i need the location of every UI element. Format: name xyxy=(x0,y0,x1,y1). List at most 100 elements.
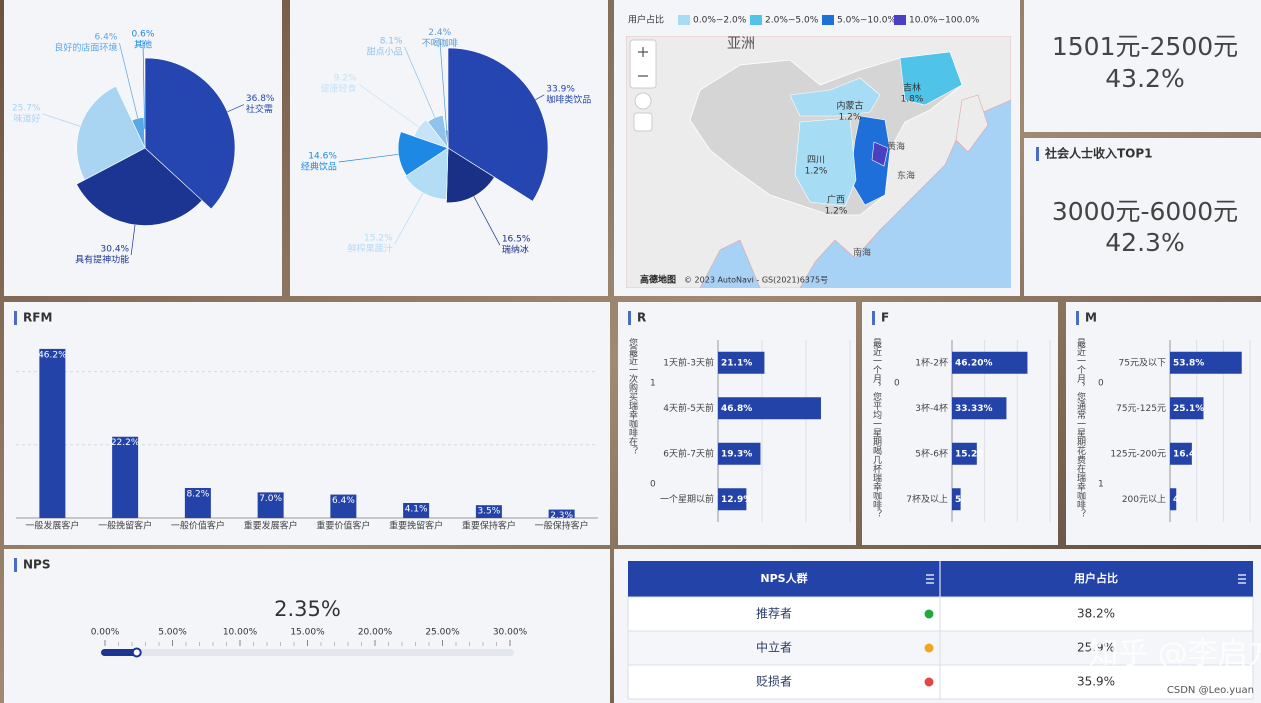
region-name: 四川 xyxy=(807,156,825,166)
bar-value-label: 25.1% xyxy=(1173,404,1204,414)
slice-value-label: 16.5% xyxy=(502,235,531,245)
bar xyxy=(1170,397,1204,420)
slice-value-label: 9.2% xyxy=(334,73,357,83)
title-marker xyxy=(1076,311,1079,325)
status-icon xyxy=(924,677,934,687)
leader-line xyxy=(119,42,139,119)
x-tick-label: 重要保持客户 xyxy=(462,520,516,532)
panel xyxy=(4,302,610,545)
map-label: 南海 xyxy=(853,247,871,259)
x-tick-label: 一般保持客户 xyxy=(535,520,589,532)
bar xyxy=(184,487,211,518)
slice-label: 社交需 xyxy=(246,103,273,115)
leader-line xyxy=(142,40,145,129)
y-tick-label: 1天前-3天前 xyxy=(663,356,714,368)
legend-label: 0.0%~2.0% xyxy=(693,16,747,26)
leader-line xyxy=(439,38,447,130)
bar-value-label: 4 xyxy=(1173,495,1179,505)
region-value: 1.8% xyxy=(901,95,924,105)
slice-label: 味道好 xyxy=(14,112,41,124)
y-tick-label: 3杯-4杯 xyxy=(915,402,948,414)
map-attribution: © 2023 AutoNavi - GS(2021)6375号 xyxy=(684,276,828,285)
bar-value-label: 22.2% xyxy=(111,438,140,448)
y-tick-label: 75元-125元 xyxy=(1116,404,1166,414)
bar-value-label: 7.0% xyxy=(259,494,282,504)
y-tick-label: 7杯及以上 xyxy=(906,493,948,505)
province xyxy=(899,51,963,106)
y-tick-label: 6天前-7天前 xyxy=(663,447,714,459)
x-tick-label: 一般发展客户 xyxy=(25,520,79,532)
pan-tool[interactable] xyxy=(633,112,653,132)
region-name: 广西 xyxy=(827,194,845,206)
panel xyxy=(1024,138,1261,296)
title-marker xyxy=(14,311,17,325)
slice-label: 经典饮品 xyxy=(301,160,337,172)
bar xyxy=(257,492,284,518)
table-cell: 贬损者 xyxy=(756,675,792,689)
slice-label: 不喝咖啡 xyxy=(422,37,458,49)
slice-value-label: 2.4% xyxy=(428,28,451,38)
panel-title: NPS xyxy=(23,558,50,572)
leader-line xyxy=(130,224,136,256)
table-cell: 35.9% xyxy=(1077,675,1115,689)
bar-value-label: 4.1% xyxy=(405,504,428,514)
title-marker xyxy=(14,558,17,572)
bar xyxy=(718,351,765,374)
slice-value-label: 0.6% xyxy=(132,30,155,40)
slice-value-label: 8.1% xyxy=(380,36,403,46)
compass[interactable] xyxy=(634,92,652,110)
x-tick-label: 15.00% xyxy=(290,628,325,638)
bar xyxy=(548,509,575,518)
leader-line xyxy=(227,104,245,113)
y-tick-label: 5杯-6杯 xyxy=(915,447,948,459)
title-marker xyxy=(1036,147,1039,161)
bar-value-label: 5. xyxy=(955,495,965,505)
x-tick-label: 5.00% xyxy=(158,628,187,638)
pie-slice xyxy=(76,147,203,226)
region-value: 1.2% xyxy=(805,167,828,177)
x-tick-label: 一般挽留客户 xyxy=(98,520,152,532)
axis-side-label: 0 xyxy=(650,480,656,490)
panel-title: 社会人士收入TOP1 xyxy=(1044,146,1153,161)
sort-icon xyxy=(926,574,934,584)
kpi-share: 43.2% xyxy=(1105,64,1184,93)
zoom-icons xyxy=(638,47,648,77)
pie-slice xyxy=(447,47,549,202)
axis-side-label: 0 xyxy=(1098,379,1104,389)
bar-value-label: 19.3% xyxy=(721,449,752,459)
legend-swatch xyxy=(750,15,762,25)
map-label: 黄海 xyxy=(887,141,905,153)
bar xyxy=(112,436,139,518)
axis-side-label: 0 xyxy=(894,379,900,389)
gauge-fill xyxy=(101,649,137,656)
slice-value-label: 36.8% xyxy=(246,94,275,104)
pie-slice xyxy=(131,117,146,149)
status-icon xyxy=(924,609,934,619)
x-tick-label: 0.00% xyxy=(91,628,120,638)
x-tick-label: 重要价值客户 xyxy=(316,520,370,532)
sort-icon xyxy=(1238,574,1246,584)
bar-value-label: 21.1% xyxy=(721,358,752,368)
bar xyxy=(1170,488,1177,511)
legend-label: 5.0%~10.0% xyxy=(837,16,896,26)
slice-label: 健康轻食 xyxy=(321,82,357,94)
kpi-share: 42.3% xyxy=(1105,228,1184,257)
panel-title: M xyxy=(1085,311,1097,325)
x-tick-label: 25.00% xyxy=(425,628,460,638)
y-axis-title: 最近一个月，您通常一星期花费在瑞幸咖啡？ xyxy=(1075,338,1086,518)
pie-slice xyxy=(144,57,236,210)
y-tick-label: 125元-200元 xyxy=(1110,449,1166,459)
bar xyxy=(1170,442,1192,465)
legend-swatch xyxy=(822,15,834,25)
bar xyxy=(330,494,357,518)
map-brand: 高德地图 xyxy=(640,274,676,286)
bar-value-label: 46.20% xyxy=(955,358,993,368)
panel xyxy=(1024,0,1261,132)
x-tick-label: 重要发展客户 xyxy=(244,520,298,532)
zoom-control[interactable] xyxy=(629,39,657,89)
slice-value-label: 33.9% xyxy=(546,84,575,94)
region-name: 吉林 xyxy=(903,82,921,94)
table-cell: 推荐者 xyxy=(756,607,792,621)
